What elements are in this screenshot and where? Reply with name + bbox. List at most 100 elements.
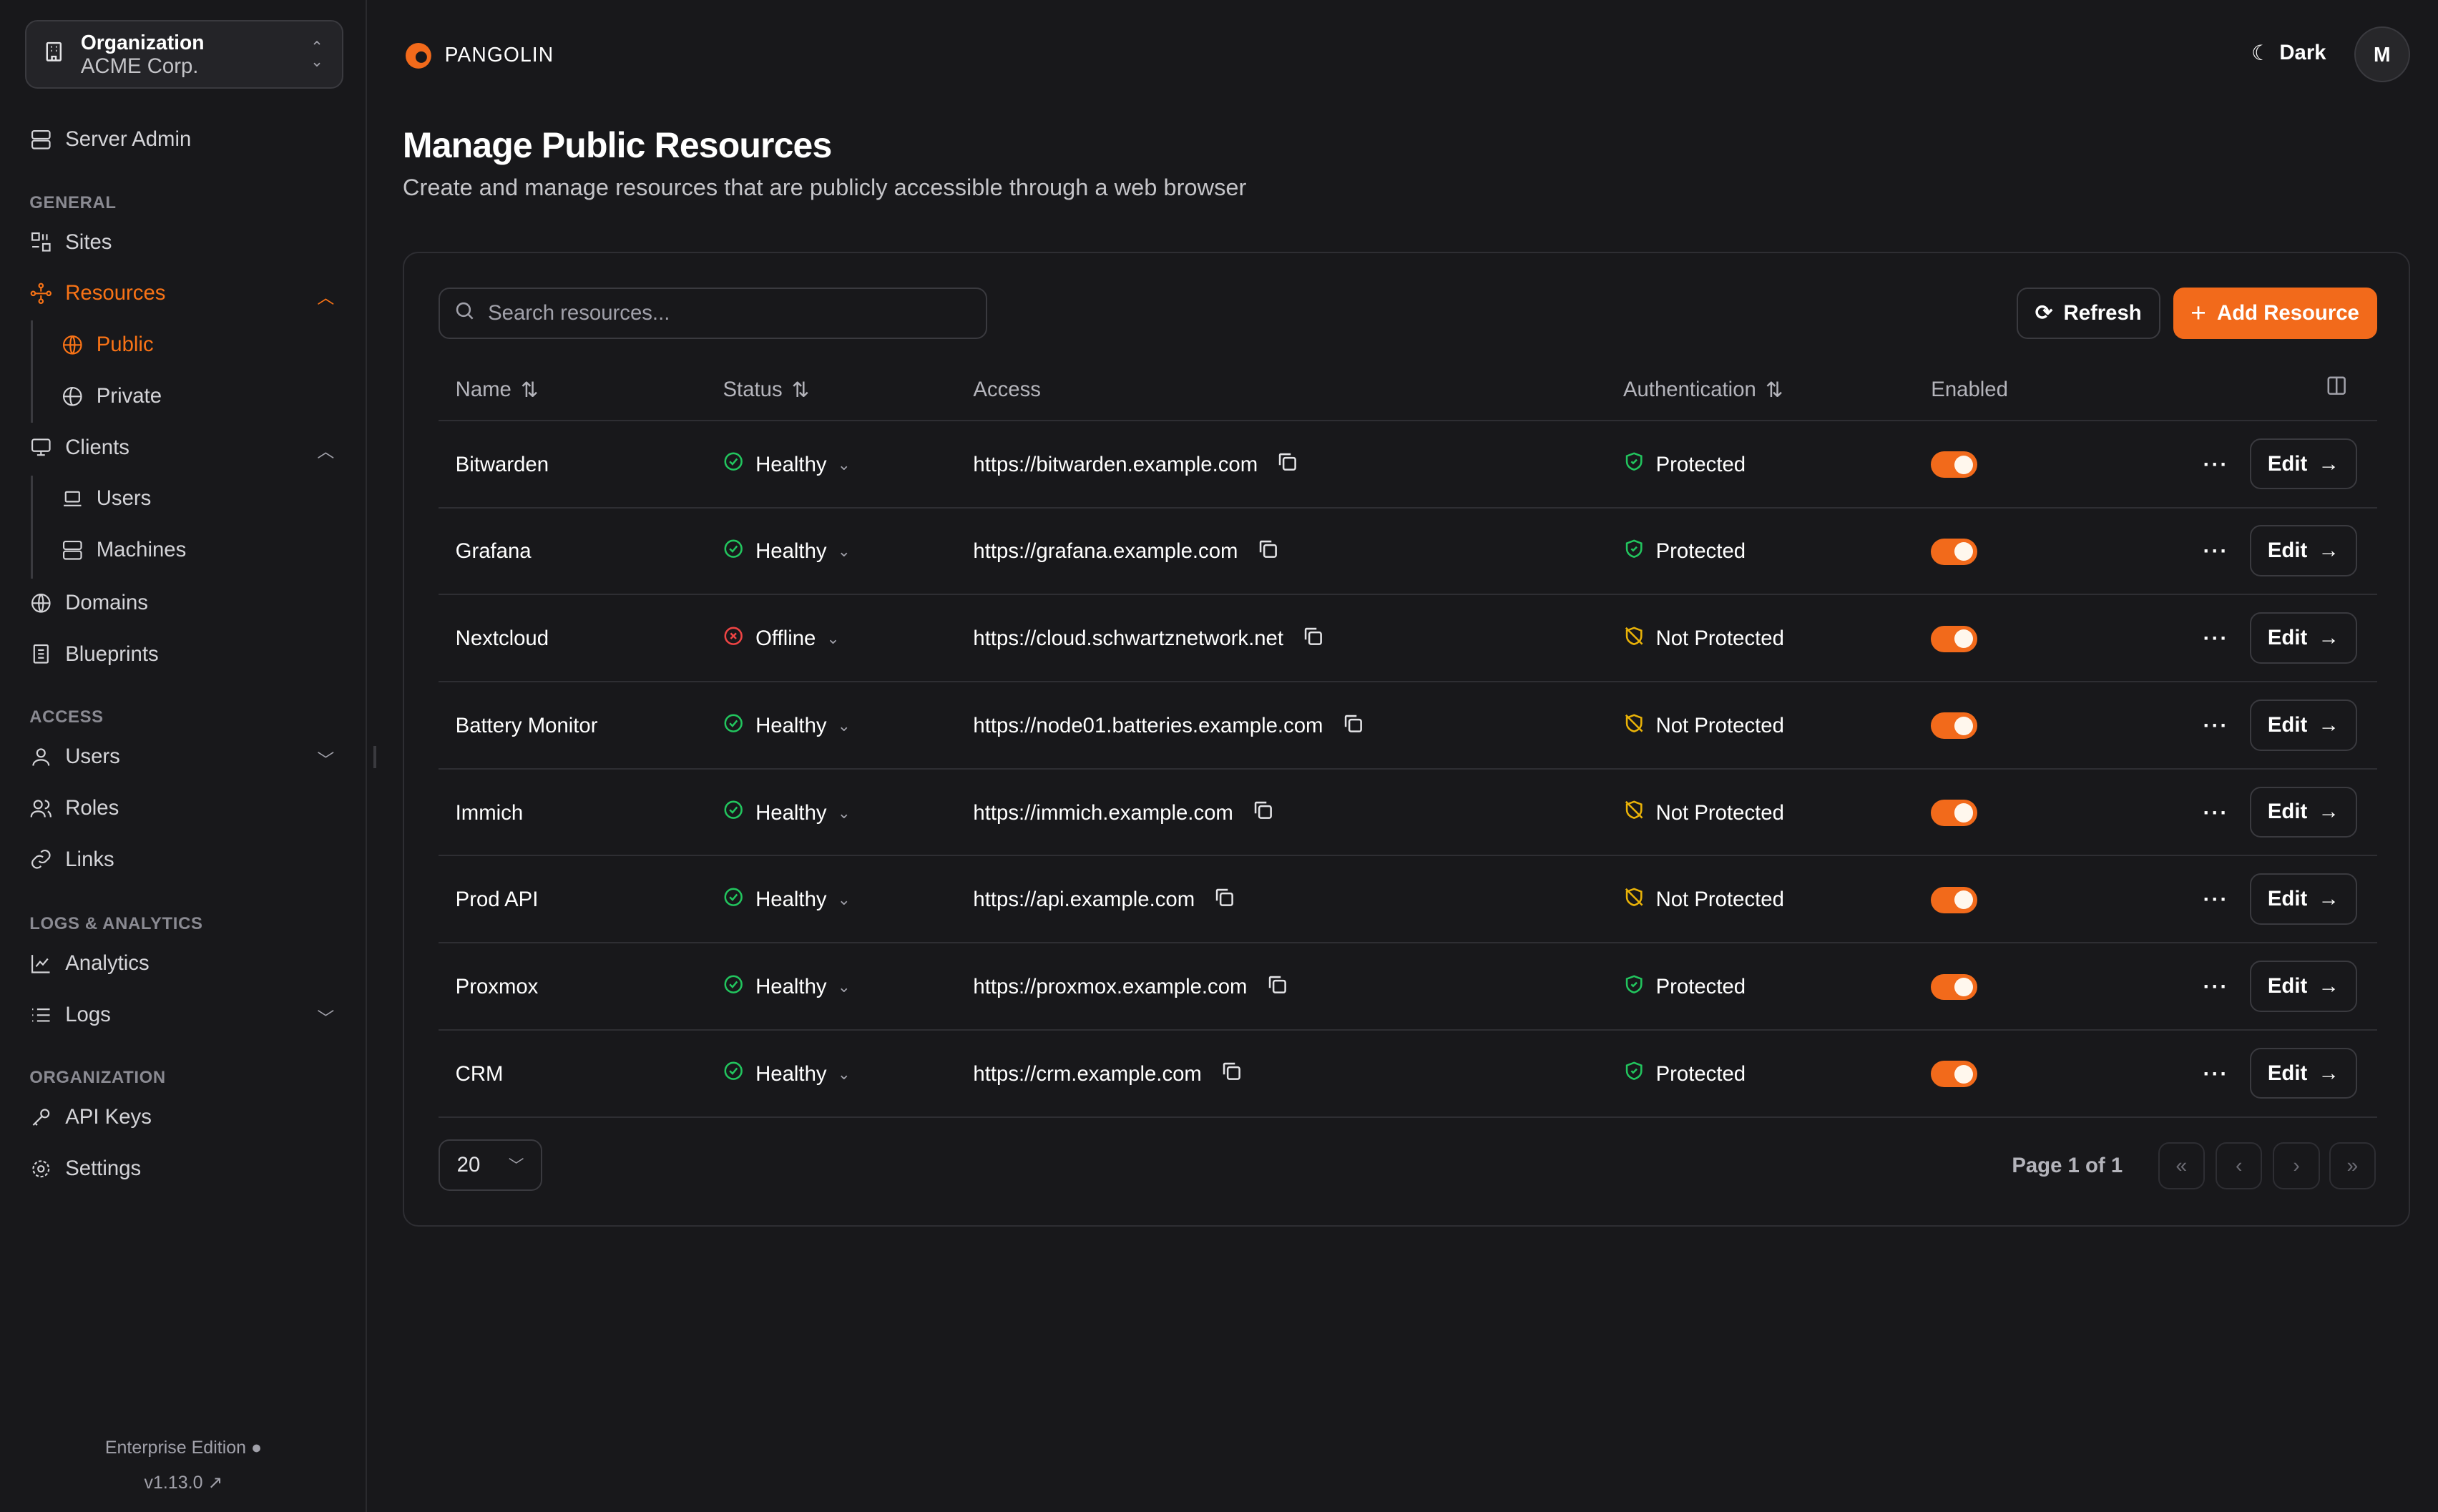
prev-page-button[interactable]: ‹ [2216,1142,2263,1189]
chevron-up-icon[interactable]: ︿ [317,441,335,461]
sidebar-item-clients[interactable]: Clients [29,436,129,460]
enabled-toggle[interactable] [1931,943,1978,1031]
enabled-toggle[interactable] [1931,856,1978,943]
more-actions-icon[interactable]: ··· [2203,800,2229,825]
sidebar-item-public[interactable]: Public [61,333,154,357]
edit-button[interactable]: Edit → [2249,961,2357,1012]
copy-icon[interactable] [1213,886,1235,913]
enabled-toggle[interactable] [1931,682,1978,770]
page-size-select[interactable]: 20 ﹀ [438,1139,543,1191]
sidebar-item-machines[interactable]: Machines [61,538,186,562]
copy-icon[interactable] [1220,1060,1242,1087]
copy-icon[interactable] [1302,625,1323,652]
sidebar-item-logs[interactable]: Logs [29,1003,111,1027]
refresh-button[interactable]: ⟳ Refresh [2016,287,2160,339]
more-actions-icon[interactable]: ··· [2203,974,2229,998]
url[interactable]: https://proxmox.example.com [973,974,1248,998]
column-status[interactable]: Status ⇅ [723,378,809,403]
chevron-up-icon[interactable]: ︿ [317,288,335,308]
more-actions-icon[interactable]: ··· [2203,452,2229,476]
edit-button[interactable]: Edit → [2249,786,2357,838]
access-url[interactable]: https://api.example.com [973,856,1235,943]
url[interactable]: https://node01.batteries.example.com [973,713,1323,737]
sidebar-item-analytics[interactable]: Analytics [29,951,150,976]
enabled-toggle[interactable] [1931,421,1978,509]
url[interactable]: https://cloud.schwartznetwork.net [973,627,1284,651]
status-dropdown[interactable]: Healthy ⌄ [723,770,851,857]
status-dropdown[interactable]: Healthy ⌄ [723,1031,851,1118]
chevron-down-icon[interactable]: ﹀ [317,1009,335,1029]
chevron-down-icon[interactable]: ﹀ [317,751,335,771]
url[interactable]: https://immich.example.com [973,800,1233,825]
search-input[interactable] [488,300,955,325]
enabled-toggle[interactable] [1931,509,1978,596]
url[interactable]: https://crm.example.com [973,1061,1202,1086]
access-url[interactable]: https://immich.example.com [973,770,1273,857]
edit-button[interactable]: Edit → [2249,699,2357,751]
copy-icon[interactable] [1252,799,1273,826]
edition-link[interactable]: Enterprise Edition ● [0,1438,367,1458]
more-actions-icon[interactable]: ··· [2203,1061,2229,1086]
column-name[interactable]: Name ⇅ [456,378,539,403]
users-icon [30,799,52,818]
last-page-button[interactable]: » [2329,1142,2376,1189]
enabled-toggle[interactable] [1931,595,1978,682]
sidebar-item-links[interactable]: Links [29,848,114,872]
search-input-wrapper[interactable] [438,287,987,339]
sidebar-item-roles[interactable]: Roles [29,796,119,820]
version-link[interactable]: v1.13.0 ↗ [0,1472,367,1493]
edit-button[interactable]: Edit → [2249,1047,2357,1099]
status-dropdown[interactable]: Healthy ⌄ [723,943,851,1031]
sidebar-item-settings[interactable]: Settings [29,1157,141,1181]
edit-button[interactable]: Edit → [2249,873,2357,926]
columns-toggle-icon[interactable] [2326,375,2347,396]
access-url[interactable]: https://cloud.schwartznetwork.net [973,595,1323,682]
org-switcher[interactable]: Organization ACME Corp. ⌃ ⌄ [24,20,344,89]
more-actions-icon[interactable]: ··· [2203,539,2229,564]
status-dropdown[interactable]: Healthy ⌄ [723,421,851,509]
label: API Keys [65,1105,152,1129]
status-dropdown[interactable]: Offline ⌄ [723,595,840,682]
enabled-toggle[interactable] [1931,1031,1978,1118]
sidebar-item-users[interactable]: Users [61,486,151,511]
theme-toggle[interactable]: ☾ Dark [2251,41,2326,66]
add-resource-button[interactable]: + Add Resource [2173,287,2378,339]
sidebar-item-domains[interactable]: Domains [29,591,148,615]
edit-button[interactable]: Edit → [2249,438,2357,490]
sidebar-item-api-keys[interactable]: API Keys [29,1105,152,1129]
copy-icon[interactable] [1276,451,1298,478]
access-url[interactable]: https://proxmox.example.com [973,943,1288,1031]
enabled-toggle[interactable] [1931,770,1978,857]
brand-logo[interactable]: PANGOLIN [401,37,554,72]
sidebar-item-sites[interactable]: Sites [29,230,112,255]
copy-icon[interactable] [1257,538,1278,565]
url[interactable]: https://grafana.example.com [973,539,1238,564]
copy-icon[interactable] [1342,712,1364,740]
status-dropdown[interactable]: Healthy ⌄ [723,856,851,943]
status-dropdown[interactable]: Healthy ⌄ [723,509,851,596]
more-actions-icon[interactable]: ··· [2203,627,2229,651]
url[interactable]: https://bitwarden.example.com [973,452,1258,476]
sidebar-item-access-users[interactable]: Users [29,745,120,769]
shield-off-icon [1623,799,1645,826]
resize-handle[interactable] [373,746,376,768]
access-url[interactable]: https://node01.batteries.example.com [973,682,1364,770]
more-actions-icon[interactable]: ··· [2203,713,2229,737]
sidebar-item-private[interactable]: Private [61,384,162,408]
avatar[interactable]: M [2354,26,2410,83]
access-url[interactable]: https://crm.example.com [973,1031,1242,1118]
sidebar-item-resources[interactable]: Resources [29,281,165,305]
access-url[interactable]: https://grafana.example.com [973,509,1278,596]
edit-button[interactable]: Edit → [2249,525,2357,577]
sidebar-item-server-admin[interactable]: Server Admin [29,127,191,152]
access-url[interactable]: https://bitwarden.example.com [973,421,1298,509]
status-dropdown[interactable]: Healthy ⌄ [723,682,851,770]
column-auth[interactable]: Authentication ⇅ [1623,378,1783,403]
url[interactable]: https://api.example.com [973,888,1195,912]
first-page-button[interactable]: « [2158,1142,2205,1189]
edit-button[interactable]: Edit → [2249,612,2357,664]
next-page-button[interactable]: › [2273,1142,2320,1189]
more-actions-icon[interactable]: ··· [2203,888,2229,912]
copy-icon[interactable] [1266,973,1288,1001]
sidebar-item-blueprints[interactable]: Blueprints [29,642,159,667]
